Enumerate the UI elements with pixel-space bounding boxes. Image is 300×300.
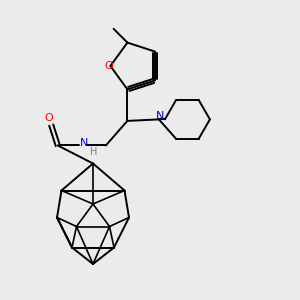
Text: N: N	[156, 111, 165, 122]
Text: O: O	[44, 113, 53, 124]
Text: H: H	[90, 147, 98, 157]
Text: O: O	[104, 61, 113, 71]
Text: N: N	[80, 138, 88, 148]
